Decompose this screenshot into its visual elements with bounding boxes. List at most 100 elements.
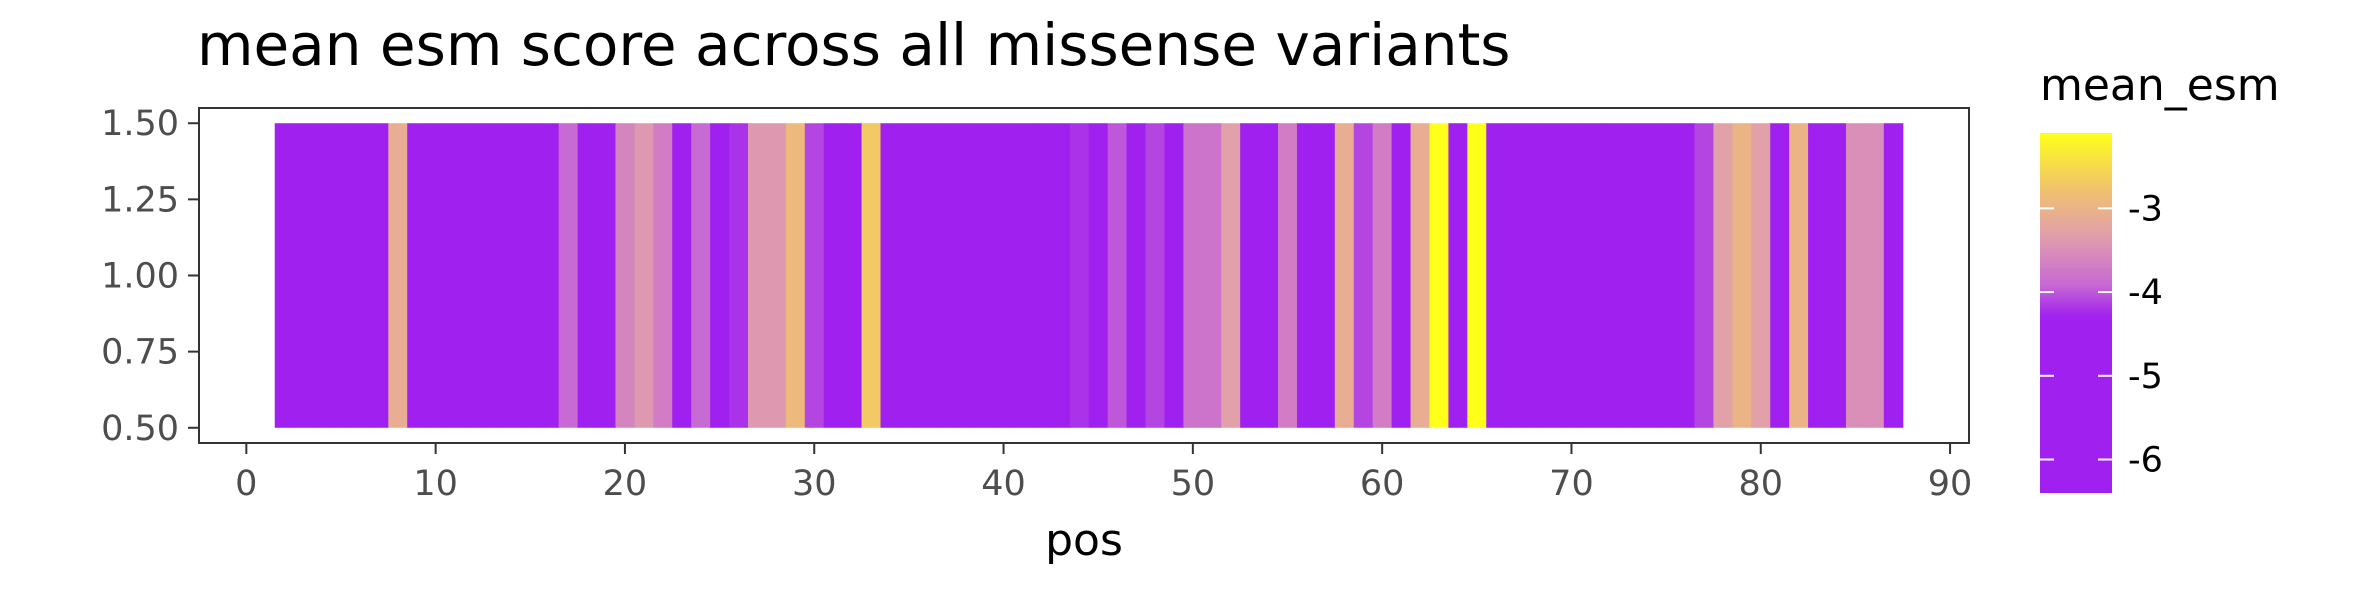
y-tick-label: 1.50 — [101, 104, 179, 144]
heatmap-tile — [1334, 123, 1355, 428]
heatmap-tile — [1808, 123, 1828, 428]
heatmap-tile — [785, 123, 806, 428]
heatmap-tile — [1259, 123, 1279, 428]
y-tick-label: 1.25 — [101, 180, 179, 220]
y-tick-label: 0.75 — [101, 333, 179, 373]
heatmap-tile — [880, 123, 901, 428]
legend-tick-label: -4 — [2128, 273, 2163, 313]
heatmap-tile — [426, 123, 446, 428]
heatmap-tile — [1618, 123, 1639, 428]
heatmap-tile — [1013, 123, 1033, 428]
heatmap-tile — [1561, 123, 1582, 428]
x-tick-label: 70 — [1549, 464, 1594, 504]
heatmap-tile — [729, 123, 749, 428]
heatmap-tile — [1296, 123, 1317, 428]
heatmap-tile — [1031, 123, 1052, 428]
heatmap-tile — [823, 123, 844, 428]
x-axis: 0 10 20 30 40 50 60 70 80 90 — [235, 443, 1972, 504]
heatmap-tile — [1599, 123, 1620, 428]
heatmap-tile — [520, 123, 541, 428]
x-tick-label: 0 — [235, 464, 257, 504]
heatmap-tile — [1637, 123, 1658, 428]
heatmap-tile — [1732, 123, 1752, 428]
heatmap-tile — [1448, 123, 1468, 428]
x-tick-label: 20 — [603, 464, 648, 504]
heatmap-tile — [1656, 123, 1677, 428]
heatmap-tile — [1221, 123, 1241, 428]
heatmap-tile — [1789, 123, 1809, 428]
legend-ticks: -3 -4 -5 -6 — [2040, 189, 2163, 481]
legend-title: mean_esm — [2040, 60, 2280, 111]
heatmap-tile — [956, 123, 976, 428]
heatmap-tile — [861, 123, 882, 428]
heatmap-tile — [312, 123, 333, 428]
heatmap-tile — [615, 123, 636, 428]
heatmap-tile — [1694, 123, 1715, 428]
heatmap-tile — [1675, 123, 1696, 428]
heatmap-tile — [1372, 123, 1393, 428]
heatmap-tile — [388, 123, 408, 428]
heatmap-tile — [558, 123, 579, 428]
heatmap-tile — [747, 123, 768, 428]
heatmap-tile — [937, 123, 957, 428]
heatmap-tile — [975, 123, 995, 428]
heatmap-tile — [1107, 123, 1128, 428]
heatmap-tile — [1883, 123, 1904, 428]
heatmap-tile — [1467, 123, 1487, 428]
x-tick-label: 40 — [981, 464, 1026, 504]
heatmap-tile — [1770, 123, 1790, 428]
heatmap-tile — [350, 123, 370, 428]
legend-tick-label: -6 — [2128, 441, 2163, 481]
heatmap-tile — [482, 123, 503, 428]
heatmap-tile — [766, 123, 787, 428]
heatmap-tile — [1713, 123, 1733, 428]
x-tick-label: 90 — [1928, 464, 1973, 504]
heatmap-tile — [596, 123, 617, 428]
heatmap-tile — [710, 123, 730, 428]
x-tick-label: 80 — [1738, 464, 1783, 504]
heatmap-tile — [445, 123, 465, 428]
legend-tick-label: -5 — [2128, 357, 2163, 397]
heatmap-tile — [634, 123, 654, 428]
x-tick-label: 30 — [792, 464, 837, 504]
y-tick-label: 1.00 — [101, 257, 179, 297]
heatmap-tile — [1391, 123, 1412, 428]
heatmap-tile — [1429, 123, 1450, 428]
heatmap-tile — [1486, 123, 1506, 428]
heatmap-tile — [369, 123, 389, 428]
heatmap-tile — [407, 123, 427, 428]
x-tick-label: 50 — [1171, 464, 1216, 504]
heatmap-tile — [691, 123, 711, 428]
heatmap-tile — [899, 123, 919, 428]
heatmap-tile — [1543, 123, 1563, 428]
heatmap-tile — [994, 123, 1014, 428]
heatmap-tile — [501, 123, 522, 428]
heatmap-tile — [1864, 123, 1885, 428]
heatmap-tile — [1126, 123, 1147, 428]
heatmap-tile — [1088, 123, 1109, 428]
heatmap-tile — [1524, 123, 1544, 428]
heatmap-tile — [1145, 123, 1166, 428]
heatmap-tile — [842, 123, 863, 428]
heatmap-tile — [331, 123, 352, 428]
x-axis-label: pos — [1045, 515, 1123, 566]
x-tick-label: 60 — [1360, 464, 1405, 504]
heatmap-tile — [1183, 123, 1203, 428]
heatmap-tiles — [274, 123, 1904, 428]
heatmap-tile — [274, 123, 295, 428]
legend-colorbar — [2040, 133, 2112, 493]
heatmap-tile — [577, 123, 598, 428]
heatmap-tile — [1580, 123, 1601, 428]
heatmap-tile — [1505, 123, 1525, 428]
heatmap-tile — [1410, 123, 1431, 428]
heatmap-tile — [1278, 123, 1298, 428]
heatmap-tile — [804, 123, 825, 428]
heatmap-tile — [1050, 123, 1071, 428]
heatmap-tile — [653, 123, 673, 428]
heatmap-tile — [464, 123, 484, 428]
y-tick-label: 0.50 — [101, 409, 179, 449]
heatmap-tile — [1240, 123, 1260, 428]
chart-title: mean esm score across all missense varia… — [197, 11, 1511, 79]
heatmap-tile — [1202, 123, 1222, 428]
